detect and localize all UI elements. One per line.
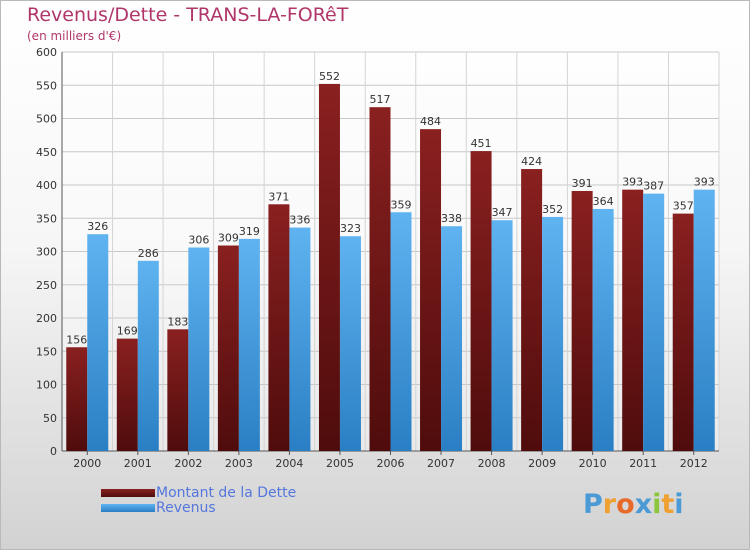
revenue-bar (188, 247, 210, 451)
x-tick-label: 2007 (427, 457, 455, 470)
debt-value-label: 357 (673, 200, 694, 213)
debt-value-label: 156 (66, 333, 87, 346)
debt-bar (167, 329, 189, 451)
debt-value-label: 517 (370, 93, 391, 106)
x-tick-label: 2010 (579, 457, 607, 470)
legend-label-revenue: Revenus (156, 500, 216, 516)
revenue-value-label: 393 (694, 176, 715, 189)
logo-letter: i (652, 489, 662, 520)
revenue-value-label: 323 (340, 222, 361, 235)
logo-letter: P (583, 489, 603, 520)
x-tick-label: 2004 (275, 457, 303, 470)
revenue-bar (542, 216, 564, 451)
revenue-value-label: 326 (87, 220, 108, 233)
revenue-bar (137, 260, 159, 451)
revenue-bar (491, 220, 513, 451)
x-tick-label: 2003 (225, 457, 253, 470)
logo-letter: i (674, 489, 684, 520)
debt-value-label: 391 (572, 177, 593, 190)
revenue-value-label: 338 (441, 212, 462, 225)
y-tick-label: 250 (36, 279, 57, 292)
revenue-value-label: 286 (138, 247, 159, 260)
debt-value-label: 552 (319, 70, 340, 83)
revenue-bar (693, 189, 715, 451)
logo-letter: o (616, 489, 635, 520)
revenue-bar (643, 193, 665, 451)
revenue-bar (441, 226, 463, 451)
x-tick-label: 2008 (478, 457, 506, 470)
debt-value-label: 484 (420, 115, 441, 128)
y-tick-label: 300 (36, 246, 57, 259)
logo-letter: x (634, 489, 653, 520)
revenue-bar (87, 234, 109, 451)
debt-bar (217, 245, 239, 451)
x-tick-label: 2011 (629, 457, 657, 470)
y-tick-label: 100 (36, 379, 57, 392)
revenue-value-label: 319 (239, 225, 260, 238)
debt-value-label: 451 (471, 137, 492, 150)
y-tick-label: 450 (36, 146, 57, 159)
logo-letter: r (602, 489, 617, 520)
y-tick-label: 150 (36, 345, 57, 358)
revenue-value-label: 352 (542, 203, 563, 216)
legend-swatch-revenue (101, 504, 155, 512)
revenue-value-label: 387 (643, 180, 664, 193)
revenue-bar (592, 208, 614, 451)
x-tick-label: 2006 (377, 457, 405, 470)
x-tick-label: 2002 (174, 457, 202, 470)
revenue-value-label: 359 (391, 198, 412, 211)
y-tick-label: 600 (36, 46, 57, 59)
debt-bar (672, 213, 694, 451)
y-tick-label: 500 (36, 113, 57, 126)
debt-bar (116, 338, 138, 451)
revenue-value-label: 364 (593, 195, 614, 208)
debt-value-label: 183 (167, 315, 188, 328)
y-tick-label: 50 (43, 412, 57, 425)
debt-value-label: 169 (117, 325, 138, 338)
debt-bar (622, 189, 644, 451)
debt-bar (318, 83, 340, 452)
x-tick-label: 2000 (73, 457, 101, 470)
x-tick-label: 2009 (528, 457, 556, 470)
y-tick-label: 400 (36, 179, 57, 192)
revenue-value-label: 306 (188, 234, 209, 247)
debt-bar (66, 347, 88, 451)
revenue-bar (339, 236, 361, 451)
y-tick-label: 350 (36, 212, 57, 225)
debt-value-label: 393 (622, 176, 643, 189)
revenue-value-label: 336 (289, 214, 310, 227)
axes: 0 50 100 150 200 250 300 350 400 450 500 550 600 2000… (36, 46, 719, 470)
debt-value-label: 424 (521, 155, 542, 168)
logo-letter: t (661, 489, 675, 520)
x-tick-label: 2012 (680, 457, 708, 470)
chart-title: Revenus/Dette - TRANS-LA-FORêT (27, 4, 349, 26)
debt-bar (521, 169, 543, 452)
debt-bar (470, 151, 492, 451)
bars (66, 83, 715, 452)
chart-subtitle: (en milliers d'€) (27, 29, 122, 43)
legend-label-debt: Montant de la Dette (156, 485, 297, 501)
debt-bar (268, 204, 290, 451)
debt-bar (420, 129, 442, 451)
debt-value-label: 309 (218, 232, 239, 245)
debt-bar (369, 107, 391, 451)
x-tick-label: 2001 (124, 457, 152, 470)
revenue-bar (238, 238, 260, 451)
legend-swatch-debt (101, 489, 155, 497)
proxiti-logo: Proxiti (583, 489, 684, 520)
debt-bar (571, 190, 593, 452)
debt-value-label: 371 (268, 190, 289, 203)
revenue-bar (289, 227, 311, 451)
y-tick-label: 200 (36, 312, 57, 325)
revenue-value-label: 347 (492, 206, 513, 219)
y-tick-label: 0 (50, 445, 57, 458)
revenue-bar (390, 212, 412, 451)
x-tick-label: 2005 (326, 457, 354, 470)
y-tick-label: 550 (36, 79, 57, 92)
